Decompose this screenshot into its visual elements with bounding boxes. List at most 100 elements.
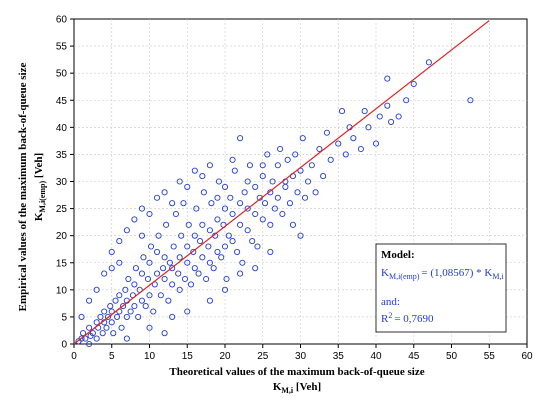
- data-point: [161, 330, 168, 337]
- data-point: [410, 80, 417, 88]
- data-point: [123, 335, 130, 342]
- y-tick-label: 25: [56, 204, 68, 215]
- data-point: [153, 194, 161, 201]
- data-point: [221, 243, 229, 250]
- data-point: [169, 281, 176, 288]
- data-point: [214, 248, 221, 255]
- data-point: [267, 189, 274, 196]
- y-tick-label: 0: [61, 340, 67, 351]
- data-point: [191, 265, 198, 272]
- data-point: [271, 205, 278, 212]
- data-point: [244, 227, 251, 234]
- data-point: [206, 259, 213, 266]
- data-point: [395, 113, 402, 120]
- data-point: [221, 183, 229, 190]
- data-point: [246, 162, 253, 169]
- data-point: [292, 151, 299, 158]
- data-point: [161, 275, 168, 283]
- data-point: [108, 319, 115, 326]
- data-point: [132, 265, 139, 272]
- data-point: [320, 173, 327, 180]
- x-tick-label: 45: [408, 351, 420, 362]
- data-point: [161, 189, 168, 196]
- data-point: [108, 248, 115, 255]
- data-point: [316, 145, 323, 153]
- data-point: [169, 313, 176, 320]
- data-point: [372, 140, 380, 147]
- data-point: [86, 297, 93, 304]
- data-point: [214, 194, 221, 201]
- data-point: [118, 324, 125, 331]
- legend-heading: Model:: [381, 249, 415, 261]
- data-point: [112, 297, 119, 304]
- x-axis-ticks: 0 5 10 15 20 25 30 35 40 45 50 55 60: [71, 344, 533, 362]
- data-point: [176, 254, 183, 261]
- data-point: [203, 275, 210, 283]
- data-point: [338, 108, 346, 115]
- data-point: [104, 313, 112, 320]
- data-point: [229, 210, 236, 218]
- y-tick-label: 55: [56, 42, 68, 53]
- data-point: [261, 200, 269, 207]
- data-point: [350, 135, 357, 142]
- data-point: [210, 265, 217, 272]
- data-point: [199, 221, 206, 228]
- data-point: [244, 178, 251, 185]
- data-point: [193, 205, 200, 212]
- data-point: [176, 286, 183, 293]
- data-point: [376, 113, 383, 120]
- data-point: [110, 330, 117, 337]
- data-point: [267, 221, 274, 228]
- data-point: [244, 205, 251, 212]
- data-point: [116, 238, 123, 245]
- data-point: [135, 313, 142, 320]
- data-point: [163, 221, 170, 228]
- data-point: [267, 248, 274, 255]
- x-axis-symbol: KM,i [Veh]: [273, 381, 321, 395]
- data-point: [237, 135, 244, 142]
- data-point: [231, 167, 238, 174]
- data-point: [80, 330, 87, 337]
- data-point: [97, 313, 104, 320]
- data-point: [239, 259, 246, 266]
- data-point: [312, 189, 319, 196]
- data-point: [277, 145, 284, 153]
- data-point: [388, 118, 395, 125]
- data-point: [176, 178, 183, 185]
- data-point: [221, 286, 229, 293]
- data-point: [237, 270, 244, 277]
- data-point: [206, 162, 213, 169]
- y-tick-label: 60: [56, 15, 68, 26]
- y-tick-label: 50: [56, 69, 68, 80]
- x-tick-label: 55: [484, 351, 496, 362]
- data-point: [205, 243, 212, 250]
- data-point: [86, 340, 93, 348]
- legend-r2: R2 = 0,7690: [381, 311, 434, 325]
- data-point: [101, 308, 108, 315]
- data-point: [153, 248, 161, 255]
- data-points: [75, 59, 474, 348]
- x-tick-label: 10: [144, 351, 156, 362]
- data-point: [99, 330, 106, 337]
- x-tick-label: 60: [521, 351, 533, 362]
- data-point: [166, 259, 173, 266]
- data-point: [157, 292, 164, 299]
- data-point: [103, 324, 110, 331]
- data-point: [335, 140, 342, 147]
- data-point: [190, 248, 197, 255]
- data-point: [403, 97, 410, 104]
- data-point: [218, 254, 225, 261]
- data-point: [279, 210, 286, 218]
- data-point: [180, 200, 187, 207]
- data-point: [241, 189, 248, 196]
- data-point: [214, 216, 221, 223]
- data-point: [78, 313, 85, 320]
- data-point: [252, 210, 259, 218]
- y-tick-label: 20: [56, 231, 68, 242]
- data-point: [178, 232, 185, 239]
- data-point: [82, 335, 89, 342]
- data-point: [93, 319, 100, 326]
- data-point: [140, 254, 147, 261]
- data-point: [223, 275, 230, 283]
